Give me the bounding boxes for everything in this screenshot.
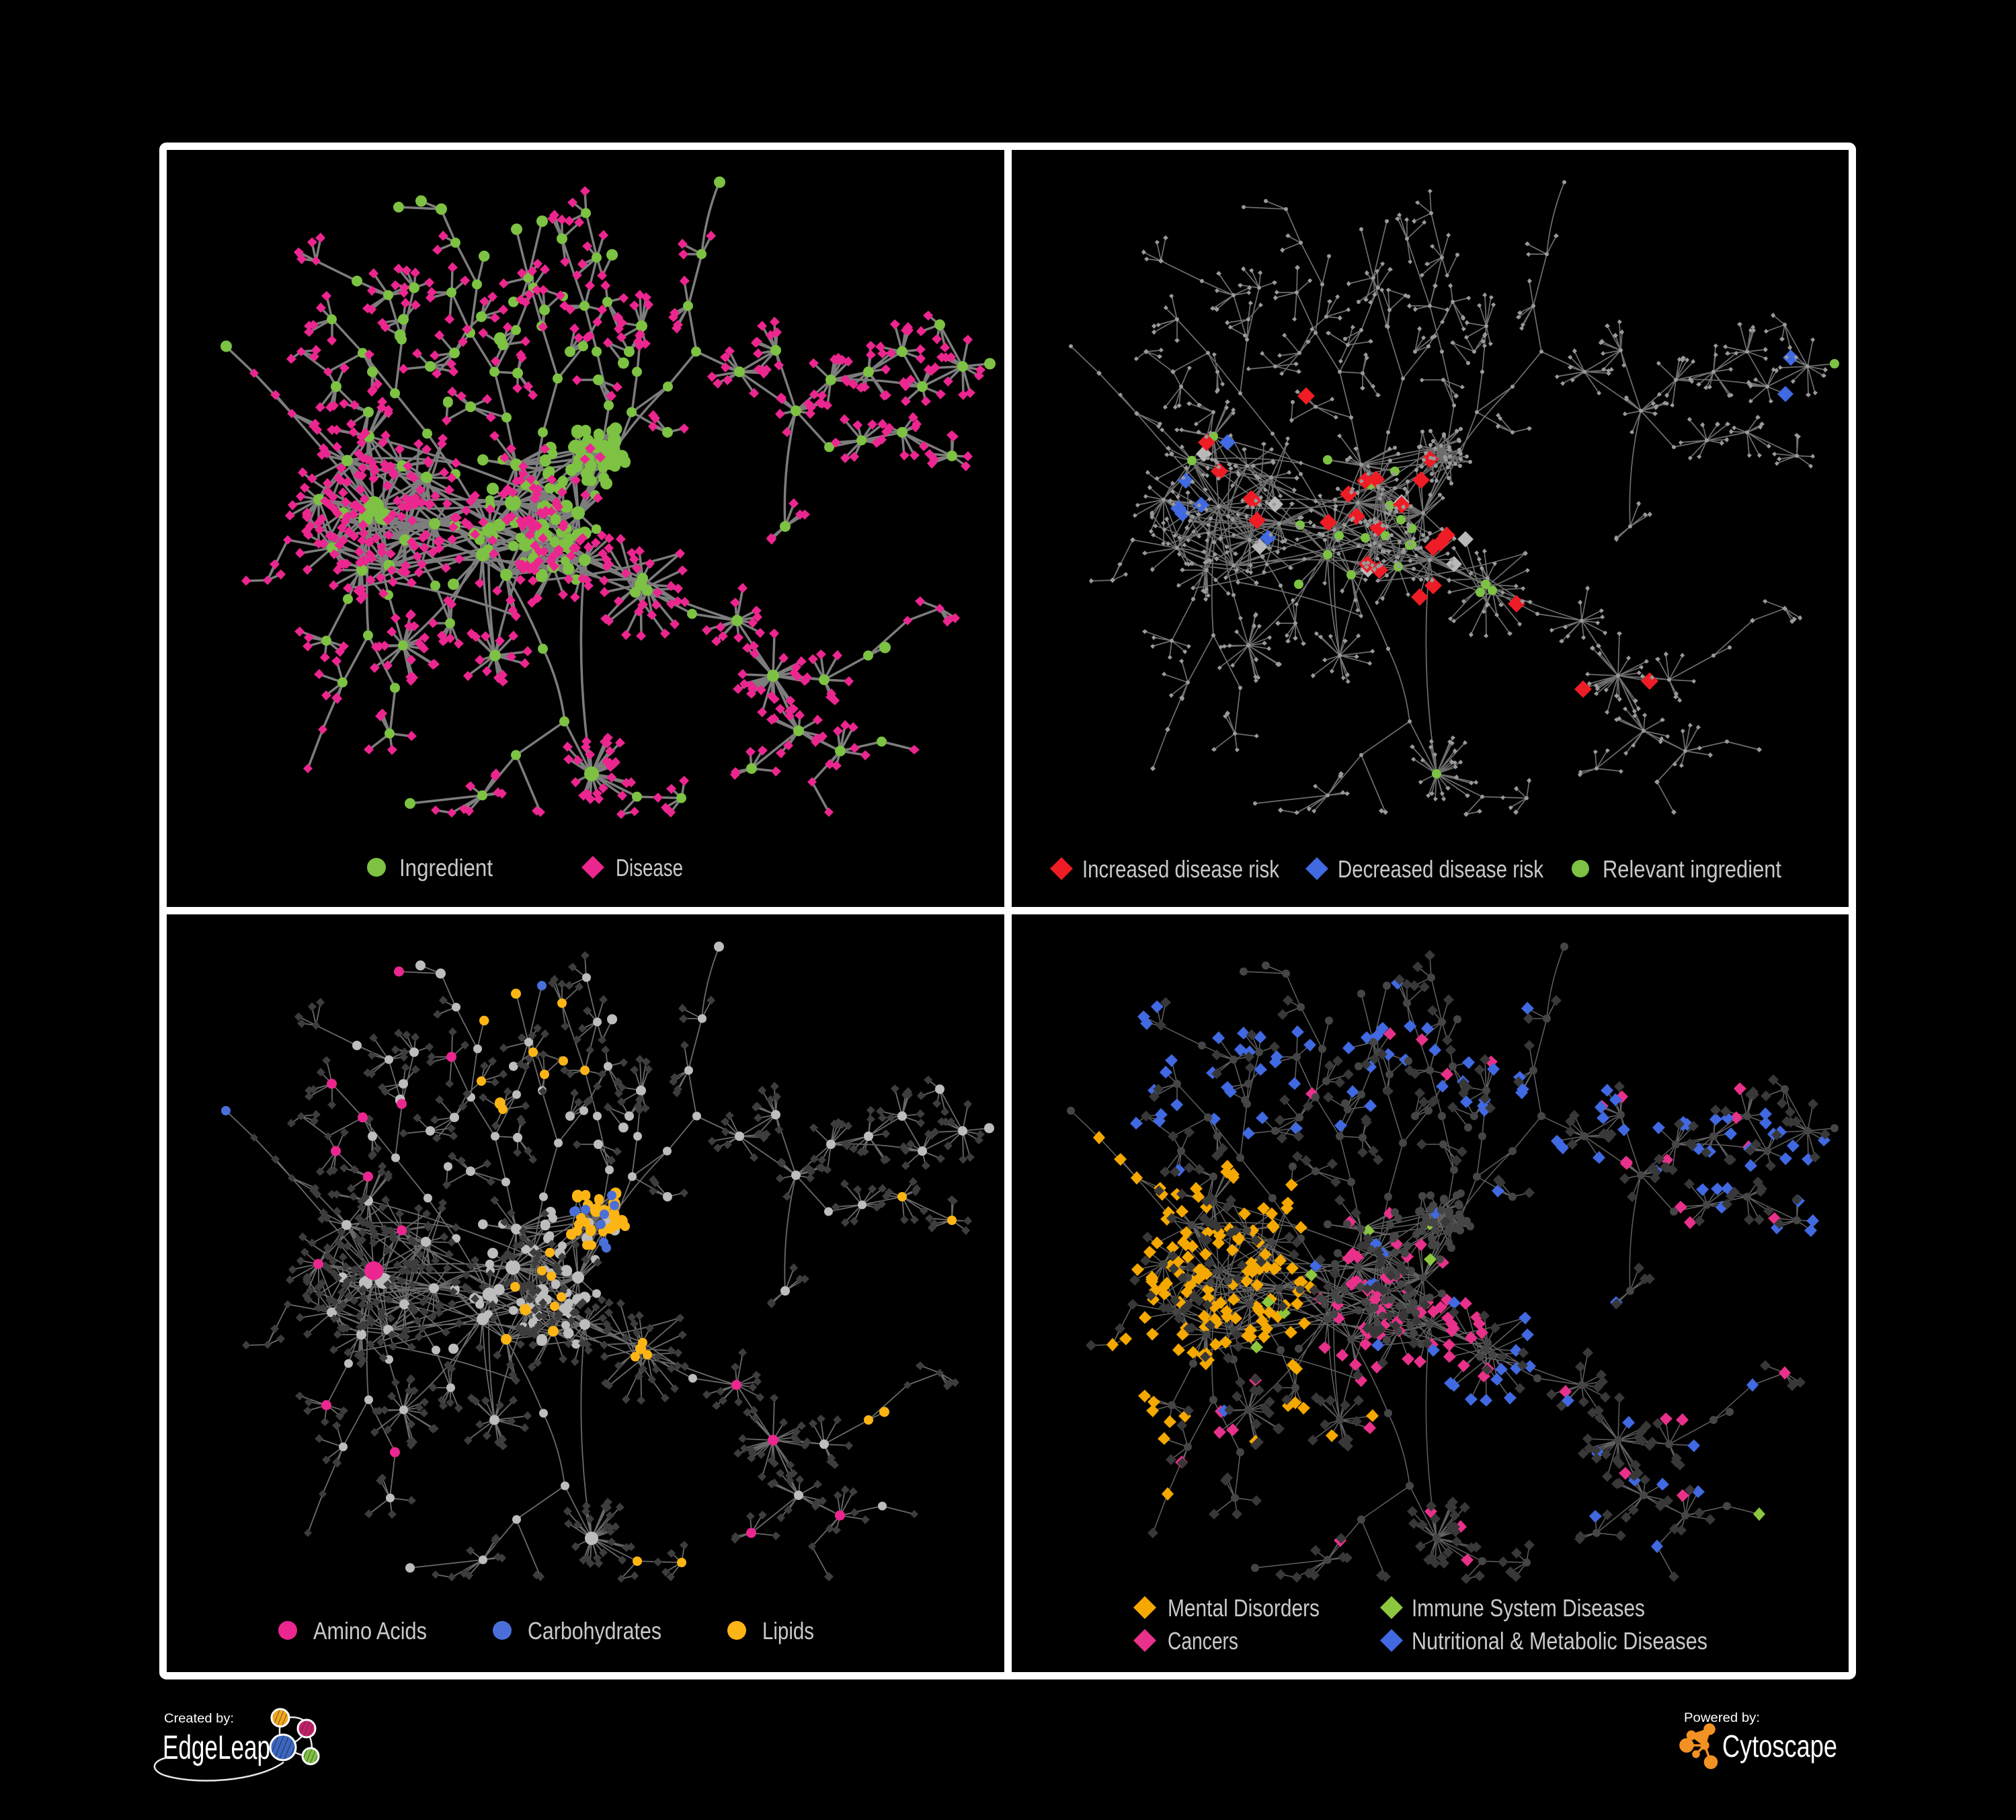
svg-text:Cancers: Cancers	[1168, 1627, 1238, 1655]
svg-text:Amino Acids: Amino Acids	[313, 1617, 427, 1645]
svg-text:Relevant ingredient: Relevant ingredient	[1603, 855, 1781, 883]
svg-text:Immune System Diseases: Immune System Diseases	[1412, 1594, 1645, 1622]
svg-text:Disease: Disease	[616, 854, 683, 881]
svg-text:Cytoscape: Cytoscape	[1722, 1729, 1837, 1764]
svg-text:Powered by:: Powered by:	[1684, 1711, 1760, 1725]
svg-text:Mental Disorders: Mental Disorders	[1168, 1594, 1320, 1622]
svg-text:Carbohydrates: Carbohydrates	[528, 1617, 661, 1645]
svg-text:EdgeLeap: EdgeLeap	[163, 1729, 270, 1766]
svg-text:Decreased disease risk: Decreased disease risk	[1338, 855, 1544, 883]
svg-text:Lipids: Lipids	[762, 1617, 814, 1645]
svg-text:Ingredient: Ingredient	[399, 854, 493, 881]
svg-text:Nutritional & Metabolic Diseas: Nutritional & Metabolic Diseases	[1412, 1627, 1707, 1655]
svg-text:Created by:: Created by:	[164, 1712, 234, 1726]
svg-text:Increased disease risk: Increased disease risk	[1082, 855, 1280, 883]
